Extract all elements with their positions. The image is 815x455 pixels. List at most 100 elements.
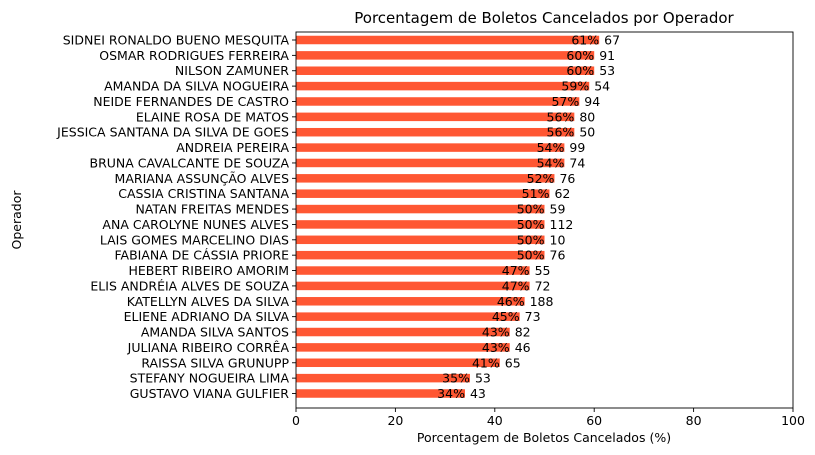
- y-tick-label: CASSIA CRISTINA SANTANA: [118, 186, 289, 201]
- bar: [296, 343, 510, 352]
- y-tick-label: ANA CAROLYNE NUNES ALVES: [102, 217, 289, 232]
- bar-count-label: 54: [594, 79, 610, 94]
- bar: [296, 112, 575, 122]
- bar-count-label: 99: [569, 140, 585, 155]
- bar: [296, 297, 525, 306]
- bar: [296, 66, 595, 75]
- y-tick-label: ELIS ANDRÉIA ALVES DE SOUZA: [90, 278, 289, 293]
- bar-count-label: 76: [550, 248, 566, 263]
- bar-count-label: 50: [579, 125, 595, 140]
- bar-percent-label: 60%: [566, 63, 594, 78]
- x-tick-label: 80: [686, 413, 702, 428]
- x-ticks: 0 20 40 60 80 100: [292, 408, 805, 428]
- bar: [296, 281, 530, 291]
- bar-count-label: 53: [475, 371, 491, 386]
- y-tick-label: GUSTAVO VIANA GULFIER: [130, 386, 290, 401]
- bar: [296, 327, 510, 337]
- bar: [296, 35, 600, 45]
- y-tick-label: HEBERT RIBEIRO AMORIM: [128, 263, 289, 278]
- y-tick-label: JESSICA SANTANA DA SILVA DE GOES: [56, 125, 289, 140]
- y-tick-label: FABIANA DE CÁSSIA PRIORE: [115, 248, 290, 263]
- y-tick-label: ELIENE ADRIANO DA SILVA: [124, 309, 290, 324]
- bar-percent-label: 43%: [482, 325, 510, 340]
- bar-percent-label: 56%: [547, 125, 575, 140]
- bar-percent-label: 54%: [537, 140, 565, 155]
- bar: [296, 235, 545, 245]
- bar: [296, 358, 500, 368]
- bar-count-label: 72: [535, 278, 551, 293]
- bar: [296, 158, 565, 168]
- chart-title: Porcentagem de Boletos Cancelados por Op…: [354, 9, 734, 27]
- bar-percent-label: 57%: [551, 94, 579, 109]
- bar-count-label: 74: [569, 155, 585, 170]
- y-tick-label: BRUNA CAVALCANTE DE SOUZA: [90, 155, 290, 170]
- x-axis-title: Porcentagem de Boletos Cancelados (%): [417, 430, 671, 445]
- y-tick-label: ANDREIA PEREIRA: [176, 140, 289, 155]
- bar-percent-label: 41%: [472, 355, 500, 370]
- y-tick-label: NILSON ZAMUNER: [175, 63, 289, 78]
- bar-count-label: 59: [550, 202, 566, 217]
- bar-count-label: 80: [579, 109, 595, 124]
- bar: [296, 250, 545, 260]
- bar-percent-label: 45%: [492, 309, 520, 324]
- y-tick-label: NATAN FREITAS MENDES: [135, 202, 289, 217]
- bar-count-label: 76: [559, 171, 575, 186]
- bar: [296, 81, 590, 91]
- bar: [296, 389, 465, 398]
- bar-percent-label: 51%: [522, 186, 550, 201]
- y-tick-label: ELAINE ROSA DE MATOS: [136, 109, 289, 124]
- y-tick-label: AMANDA SILVA SANTOS: [141, 325, 289, 340]
- bar: [296, 312, 520, 321]
- x-tick-label: 100: [781, 413, 805, 428]
- bar: [296, 97, 580, 106]
- bar-percent-label: 61%: [571, 33, 599, 48]
- bar-count-label: 46: [515, 340, 531, 355]
- bar-percent-label: 54%: [537, 155, 565, 170]
- bar: [296, 373, 470, 383]
- y-tick-label: NEIDE FERNANDES DE CASTRO: [93, 94, 289, 109]
- x-tick-label: 40: [487, 413, 503, 428]
- bar-percent-label: 50%: [517, 232, 545, 247]
- bar-percent-label: 50%: [517, 248, 545, 263]
- bar-count-label: 65: [505, 355, 521, 370]
- bar: [296, 174, 555, 183]
- bar-count-label: 82: [515, 325, 531, 340]
- bar-count-label: 62: [554, 186, 570, 201]
- bar-count-label: 94: [584, 94, 600, 109]
- bar: [296, 266, 530, 275]
- y-tick-label: RAISSA SILVA GRUNUPP: [141, 355, 289, 370]
- y-tick-label: SIDNEI RONALDO BUENO MESQUITA: [63, 33, 290, 48]
- bar-count-label: 73: [525, 309, 541, 324]
- x-tick-label: 20: [387, 413, 403, 428]
- bar-count-label: 91: [599, 48, 615, 63]
- bar-percent-label: 43%: [482, 340, 510, 355]
- bar-count-label: 112: [550, 217, 574, 232]
- bar-count-label: 188: [530, 294, 554, 309]
- plot-frame: [295, 31, 794, 409]
- bar-percent-label: 35%: [442, 371, 470, 386]
- bar: [296, 127, 575, 137]
- bar: [296, 220, 545, 229]
- bars-group: [296, 35, 600, 398]
- y-axis-title: Operador: [9, 190, 24, 250]
- x-tick-label: 60: [586, 413, 602, 428]
- bar-percent-label: 34%: [437, 386, 465, 401]
- bar-percent-label: 56%: [547, 109, 575, 124]
- bar-percent-label: 50%: [517, 217, 545, 232]
- bar-percent-label: 47%: [502, 263, 530, 278]
- y-tick-label: LAIS GOMES MARCELINO DIAS: [100, 232, 289, 247]
- y-tick-label: AMANDA DA SILVA NOGUEIRA: [104, 79, 289, 94]
- bar-percent-label: 60%: [566, 48, 594, 63]
- bar-percent-label: 59%: [561, 79, 589, 94]
- bar-count-label: 55: [535, 263, 551, 278]
- y-tick-label: OSMAR RODRIGUES FERREIRA: [99, 48, 289, 63]
- bar-labels: 61% 67 60% 91 60% 53 59% 54 57% 94 56% 80 56% 50 54% 99…: [437, 33, 620, 402]
- bar-percent-label: 46%: [497, 294, 525, 309]
- bar-percent-label: 50%: [517, 202, 545, 217]
- bar-percent-label: 52%: [527, 171, 555, 186]
- bar-count-label: 67: [604, 33, 620, 48]
- bar-count-label: 43: [470, 386, 486, 401]
- bar: [296, 189, 550, 198]
